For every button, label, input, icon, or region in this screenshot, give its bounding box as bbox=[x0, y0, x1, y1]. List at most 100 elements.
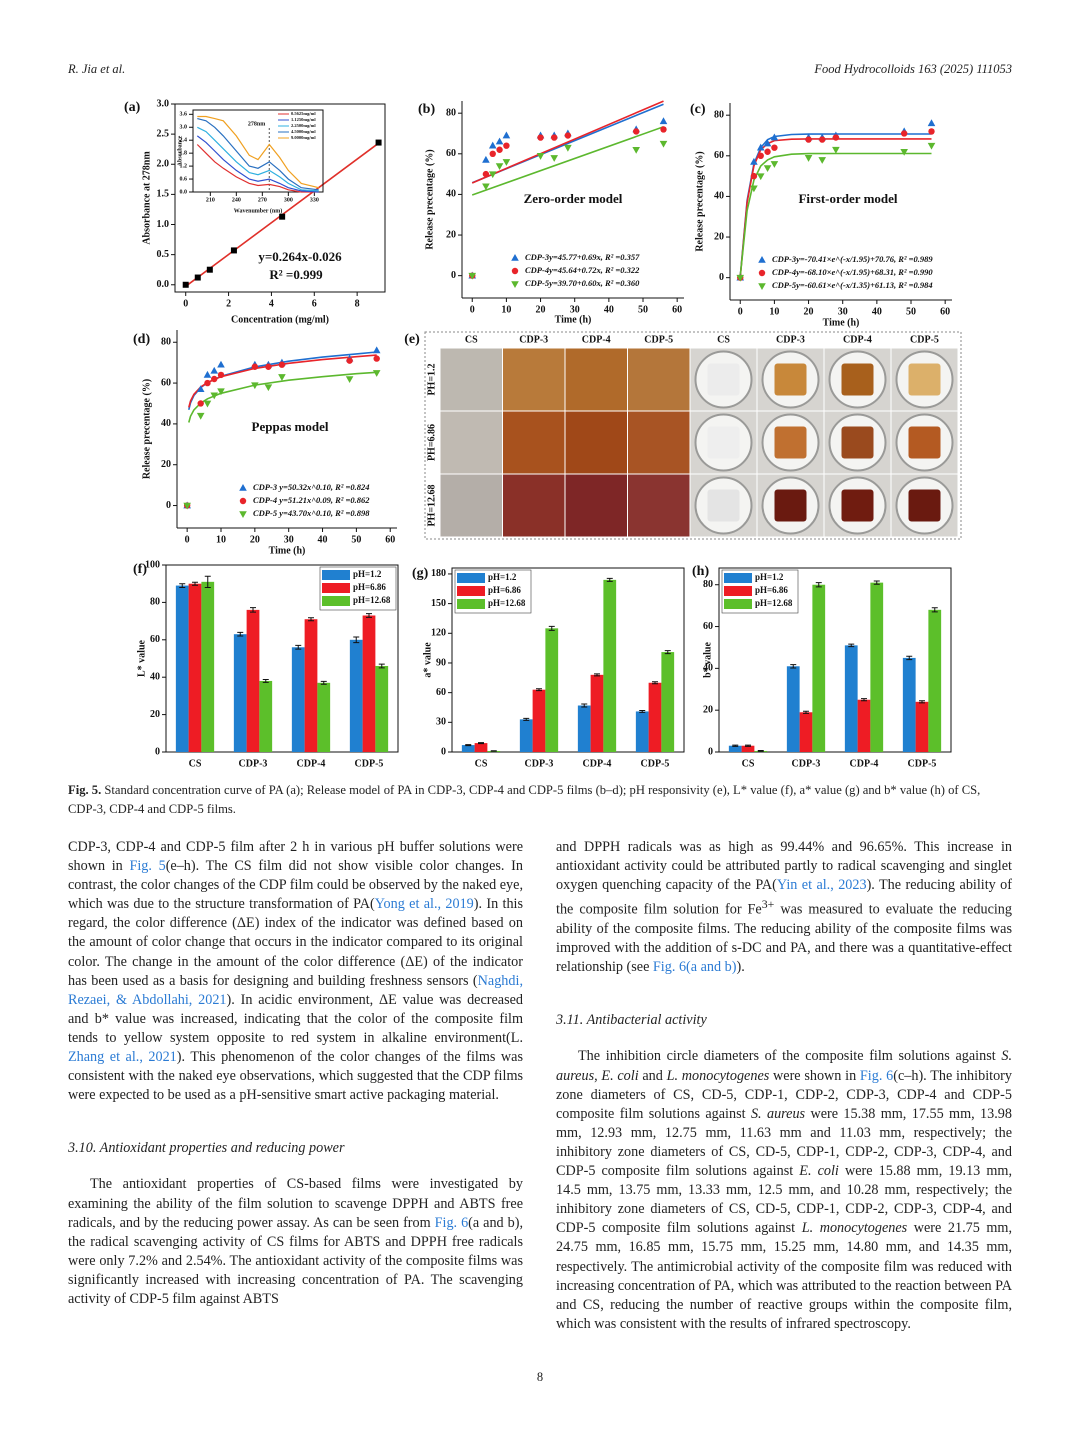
bar bbox=[844, 645, 858, 752]
y-tick-label: 60 bbox=[436, 687, 446, 698]
fit-line bbox=[739, 152, 932, 277]
panel-label: (b) bbox=[418, 102, 435, 117]
y-tick-label: 0 bbox=[451, 270, 456, 281]
reference-link[interactable]: Naghdi, Rezaei, & Abdollahi, 2021 bbox=[68, 972, 523, 1008]
error-bar bbox=[803, 710, 809, 714]
column-label: CDP-5 bbox=[644, 334, 673, 345]
film-swatch bbox=[440, 411, 502, 474]
legend-label: CDP-3y=-70.41×e^(-x/1.95)+70.76, R² =0.9… bbox=[772, 254, 933, 264]
y-tick-label: 0 bbox=[719, 272, 724, 283]
plot-frame bbox=[174, 103, 386, 293]
y-tick-label: 150 bbox=[431, 598, 446, 609]
legend-swatch bbox=[457, 573, 485, 583]
legend-label: 0.5625mg/ml bbox=[291, 111, 316, 116]
bar bbox=[532, 689, 546, 752]
bar bbox=[902, 657, 916, 752]
y-tick-label: 2.0 bbox=[157, 159, 170, 170]
bar bbox=[201, 581, 215, 752]
bar bbox=[870, 582, 884, 752]
column-label: CS bbox=[465, 334, 478, 345]
category-label: CS bbox=[475, 758, 488, 769]
data-point bbox=[756, 173, 765, 181]
error-bar bbox=[250, 607, 256, 613]
reference-link[interactable]: Yin et al., 2023 bbox=[776, 877, 867, 894]
reference-link[interactable]: Fig. 6 bbox=[434, 1214, 469, 1231]
plot-frame bbox=[718, 567, 952, 753]
legend-label: CDP-5y=39.70+0.60x, R² =0.360 bbox=[525, 278, 640, 288]
data-point bbox=[928, 128, 935, 135]
legend-swatch bbox=[322, 596, 350, 606]
figure-caption: Fig. 5. Standard concentration curve of … bbox=[68, 781, 1012, 819]
reference-link[interactable]: Yong et al., 2019 bbox=[374, 896, 474, 913]
error-bar bbox=[320, 680, 327, 685]
x-tick-label: 20 bbox=[804, 306, 814, 317]
y-tick-label: 1.2 bbox=[180, 163, 188, 169]
spectrum-line bbox=[196, 135, 319, 193]
x-tick-label: 50 bbox=[906, 306, 916, 317]
y-tick-label: 80 bbox=[161, 337, 171, 348]
data-point bbox=[832, 134, 840, 141]
data-point bbox=[502, 131, 511, 139]
data-point bbox=[203, 370, 212, 378]
bar bbox=[603, 579, 617, 752]
error-bar bbox=[873, 580, 880, 585]
ph-panel: (e) CS CDP-3 CDP-4 CDP-5 CS CDP-3 CDP-4 CDP-5 PH=… bbox=[404, 331, 962, 540]
legend-label: CDP-4y=45.64+0.72x, R² =0.322 bbox=[525, 265, 640, 275]
x-tick-label: 270 bbox=[258, 197, 267, 203]
chart-7: 0 20 40 60 80 CS CDP-3 CDP-4 CDP-5 (h) b* value pH=… bbox=[692, 564, 952, 769]
category-label: CDP-5 bbox=[908, 758, 937, 769]
data-point bbox=[230, 247, 237, 254]
y-tick-label: 1.5 bbox=[157, 189, 170, 200]
reference-link[interactable]: Fig. 6 bbox=[859, 1067, 894, 1084]
category-label: CS bbox=[742, 758, 755, 769]
x-tick-label: 210 bbox=[206, 197, 215, 203]
bar bbox=[362, 615, 376, 752]
legend-swatch bbox=[457, 586, 485, 596]
film-swatch bbox=[565, 348, 627, 411]
film-swatch bbox=[628, 411, 690, 474]
x-axis-label: Time (h) bbox=[269, 545, 306, 556]
caption-text: Standard concentration curve of PA (a); … bbox=[68, 783, 981, 816]
text-run: (a and b), the radical scavenging activi… bbox=[68, 1214, 523, 1307]
bar bbox=[741, 745, 755, 752]
category-label: CDP-4 bbox=[583, 758, 612, 769]
data-point bbox=[372, 370, 381, 377]
y-axis-label: b* value bbox=[702, 642, 713, 678]
chart-6: 0 30 60 90 120 150 180 CS CDP-3 CDP-4 CDP-5 (g) a* v… bbox=[412, 566, 685, 769]
y-tick-label: 0.0 bbox=[180, 189, 188, 195]
error-bar bbox=[861, 698, 867, 702]
error-bar bbox=[179, 583, 186, 588]
data-point bbox=[183, 502, 191, 510]
error-bar bbox=[366, 613, 372, 618]
data-point bbox=[210, 392, 219, 400]
y-tick-label: 60 bbox=[703, 621, 713, 632]
running-journal: Food Hydrocolloids 163 (2025) 111053 bbox=[814, 62, 1012, 76]
data-point bbox=[632, 146, 640, 154]
annotation: y=0.264x-0.026 bbox=[258, 249, 342, 264]
y-tick-label: 40 bbox=[714, 191, 724, 202]
paragraph: The antioxidant properties of CS-based f… bbox=[68, 1175, 523, 1309]
data-point bbox=[488, 171, 497, 179]
column-label: CDP-5 bbox=[910, 334, 939, 345]
left-column: CDP-3, CDP-4 and CDP-5 film after 2 h in… bbox=[68, 838, 523, 1309]
error-bar bbox=[262, 678, 269, 683]
film-in-dish bbox=[841, 426, 874, 459]
reference-link[interactable]: Zhang et al., 2021 bbox=[68, 1049, 177, 1066]
category-label: CDP-4 bbox=[297, 758, 326, 769]
data-point bbox=[927, 142, 936, 150]
text-run: were 21.75 mm, 24.75 mm, 16.85 mm, 15.75… bbox=[556, 1220, 1013, 1332]
legend-label: pH=1.2 bbox=[488, 572, 517, 582]
paragraph: The inhibition circle diameters of the c… bbox=[556, 1047, 1012, 1333]
italic-text: E. coli bbox=[799, 1163, 839, 1180]
data-point bbox=[750, 172, 758, 180]
column-label: CS bbox=[717, 334, 730, 345]
error-bar bbox=[815, 582, 822, 588]
bar bbox=[474, 743, 488, 752]
reference-link[interactable]: Fig. 5 bbox=[129, 858, 166, 875]
y-axis-label: a* value bbox=[422, 642, 433, 678]
column-label: CDP-4 bbox=[582, 334, 611, 345]
error-bar bbox=[790, 664, 797, 669]
reference-link[interactable]: Fig. 6(a and b) bbox=[652, 959, 737, 976]
legend-swatch bbox=[322, 570, 350, 580]
y-tick-label: 0 bbox=[155, 746, 160, 757]
